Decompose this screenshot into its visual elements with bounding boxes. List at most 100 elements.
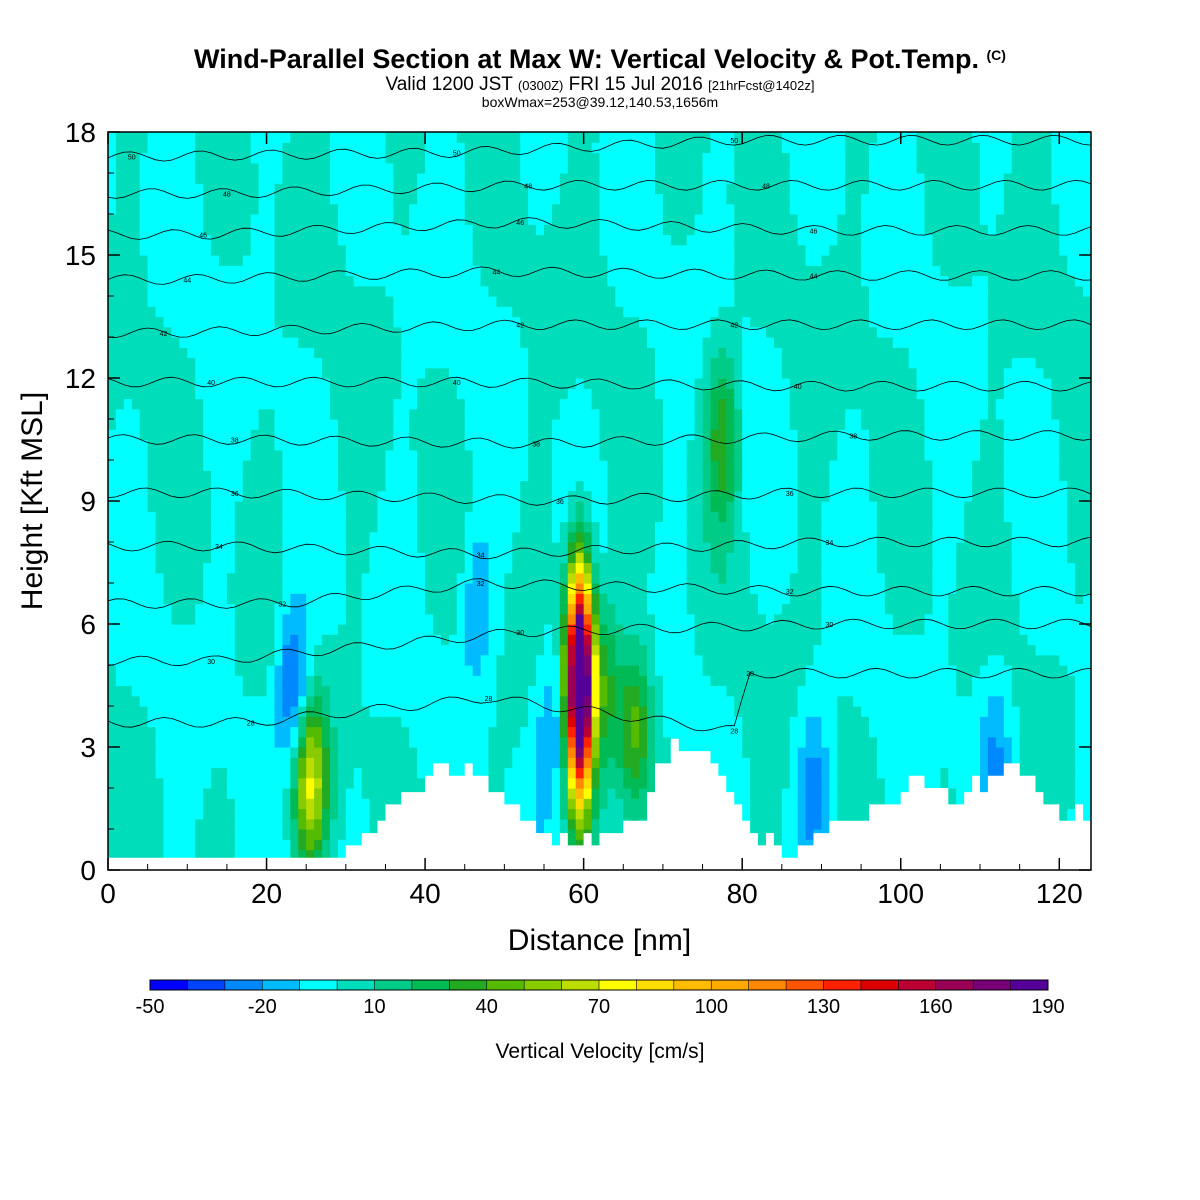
w-cell bbox=[250, 480, 260, 492]
w-cell bbox=[290, 255, 299, 266]
w-cell bbox=[520, 439, 529, 451]
w-cell bbox=[631, 367, 640, 379]
w-cell bbox=[314, 675, 323, 687]
w-cell bbox=[123, 788, 133, 799]
w-cell bbox=[385, 736, 394, 748]
w-cell bbox=[607, 132, 616, 143]
w-cell bbox=[234, 429, 244, 441]
w-cell bbox=[337, 829, 347, 840]
w-cell bbox=[512, 562, 521, 574]
w-cell bbox=[504, 460, 513, 471]
w-cell bbox=[512, 613, 521, 625]
w-cell bbox=[282, 665, 291, 676]
w-cell bbox=[329, 449, 339, 461]
w-cell bbox=[361, 634, 371, 646]
w-cell bbox=[417, 542, 426, 553]
w-cell bbox=[353, 531, 363, 543]
w-cell bbox=[425, 603, 434, 615]
w-cell bbox=[536, 511, 545, 523]
w-cell bbox=[385, 398, 394, 410]
w-cell bbox=[115, 275, 125, 287]
w-cell bbox=[147, 767, 157, 779]
w-cell bbox=[631, 378, 640, 389]
w-cell bbox=[512, 316, 521, 328]
w-cell bbox=[583, 531, 593, 543]
w-cell bbox=[623, 480, 632, 492]
w-cell bbox=[607, 357, 616, 369]
w-cell bbox=[488, 542, 498, 553]
w-cell bbox=[329, 736, 339, 748]
w-cell bbox=[361, 337, 371, 348]
title-mark: (C) bbox=[986, 47, 1006, 63]
w-cell bbox=[242, 244, 252, 256]
w-cell bbox=[369, 634, 379, 646]
w-cell bbox=[464, 285, 474, 297]
w-cell bbox=[520, 460, 529, 471]
w-cell bbox=[393, 367, 402, 379]
w-cell bbox=[401, 767, 410, 779]
w-cell bbox=[417, 132, 426, 143]
w-cell bbox=[512, 736, 521, 748]
w-cell bbox=[504, 572, 513, 584]
w-cell bbox=[108, 203, 117, 215]
w-cell bbox=[615, 634, 624, 646]
w-cell bbox=[266, 173, 276, 184]
w-cell bbox=[211, 183, 220, 195]
w-cell bbox=[274, 419, 284, 430]
w-cell bbox=[163, 296, 173, 307]
w-cell bbox=[647, 326, 656, 338]
w-cell bbox=[583, 521, 593, 533]
w-cell bbox=[567, 521, 577, 533]
w-cell bbox=[274, 562, 284, 574]
w-cell bbox=[187, 788, 196, 799]
w-cell bbox=[520, 654, 529, 666]
w-cell bbox=[361, 777, 371, 789]
w-cell bbox=[480, 173, 490, 184]
w-cell bbox=[131, 583, 141, 594]
w-cell bbox=[504, 173, 513, 184]
w-cell bbox=[155, 306, 165, 318]
w-cell bbox=[639, 542, 648, 553]
w-cell bbox=[504, 183, 513, 195]
w-cell bbox=[401, 347, 410, 359]
w-cell bbox=[385, 767, 394, 779]
w-cell bbox=[211, 490, 220, 502]
w-cell bbox=[171, 531, 180, 543]
w-cell bbox=[171, 480, 180, 492]
w-cell bbox=[187, 634, 196, 646]
w-cell bbox=[147, 572, 157, 584]
w-cell bbox=[274, 224, 284, 236]
w-cell bbox=[322, 542, 331, 553]
w-cell bbox=[615, 265, 624, 277]
w-cell bbox=[393, 285, 402, 297]
w-cell bbox=[464, 419, 474, 430]
w-cell bbox=[551, 747, 561, 758]
w-cell bbox=[218, 316, 228, 328]
w-cell bbox=[353, 398, 363, 410]
w-cell bbox=[139, 347, 149, 359]
w-cell bbox=[298, 624, 307, 635]
w-cell bbox=[187, 244, 196, 256]
w-cell bbox=[147, 501, 157, 512]
w-cell bbox=[322, 439, 331, 451]
w-cell bbox=[258, 162, 268, 174]
w-cell bbox=[496, 306, 505, 318]
w-cell bbox=[203, 408, 212, 420]
w-cell bbox=[306, 296, 315, 307]
w-cell bbox=[425, 716, 434, 728]
w-cell bbox=[456, 603, 466, 615]
w-cell bbox=[337, 747, 347, 758]
w-cell bbox=[496, 162, 505, 174]
w-cell bbox=[242, 624, 252, 635]
w-cell bbox=[369, 777, 379, 789]
w-cell bbox=[171, 511, 180, 523]
w-cell bbox=[393, 470, 402, 482]
w-cell bbox=[282, 808, 291, 820]
w-cell bbox=[306, 654, 315, 666]
w-cell bbox=[440, 490, 450, 502]
w-cell bbox=[131, 214, 141, 225]
w-cell bbox=[488, 460, 498, 471]
w-cell bbox=[163, 367, 173, 379]
w-cell bbox=[163, 183, 173, 195]
w-cell bbox=[488, 357, 498, 369]
